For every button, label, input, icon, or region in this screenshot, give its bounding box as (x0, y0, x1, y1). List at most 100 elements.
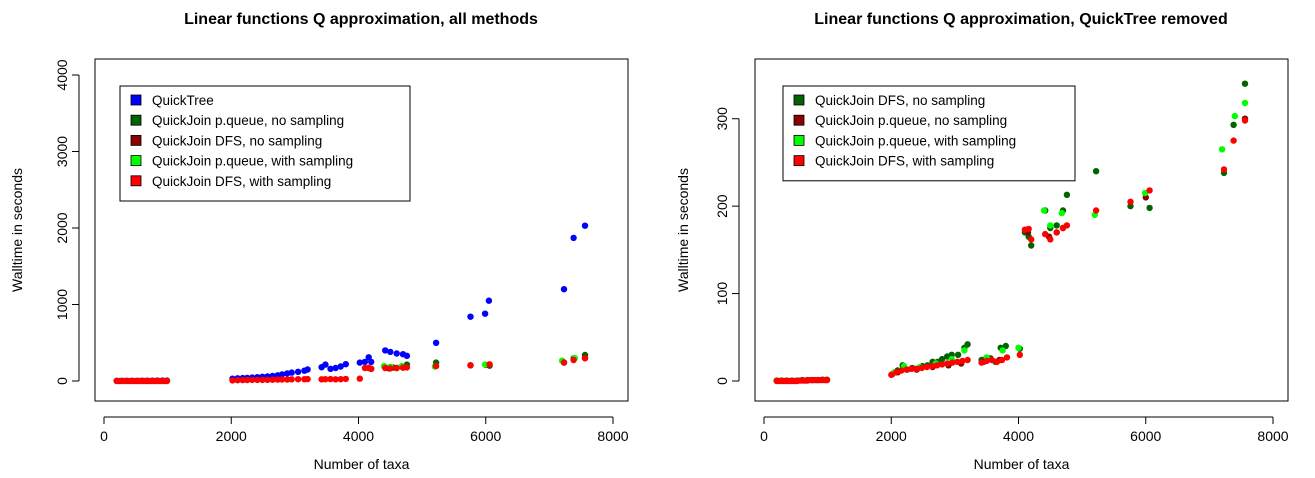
chart-title: Linear functions Q approximation, all me… (184, 11, 538, 28)
data-point-quickjoin-dfs-with-sampling (1092, 207, 1100, 214)
data-point-quickjoin-dfs-with-sampling (387, 365, 394, 372)
x-tick-label: 0 (100, 428, 108, 444)
data-point-quickjoin-dfs-with-sampling (913, 365, 920, 372)
data-point-quickjoin-p-queue-with-sampling (1015, 344, 1022, 351)
data-point-quickjoin-dfs-no-sampling (954, 351, 962, 358)
data-point-quicktree (337, 363, 344, 370)
data-point-quickjoin-dfs-with-sampling (393, 364, 400, 372)
data-point-quickjoin-dfs-with-sampling (294, 376, 302, 383)
data-point-quickjoin-dfs-no-sampling (1063, 191, 1071, 198)
data-point-quicktree (485, 297, 493, 304)
data-point-quickjoin-dfs-with-sampling (581, 355, 589, 362)
data-point-quickjoin-dfs-with-sampling (332, 376, 339, 383)
legend-swatch (793, 134, 805, 146)
data-point-quicktree (294, 368, 302, 375)
data-points (113, 222, 589, 385)
data-point-quickjoin-dfs-no-sampling (1092, 168, 1100, 175)
data-point-quicktree (481, 310, 489, 317)
data-point-quickjoin-dfs-with-sampling (954, 358, 961, 365)
data-point-quickjoin-dfs-with-sampling (254, 376, 261, 384)
data-point-quickjoin-dfs-with-sampling (1047, 236, 1054, 243)
y-axis-label: Walltime in seconds (675, 168, 691, 292)
data-point-quickjoin-dfs-no-sampling (1053, 222, 1060, 229)
x-tick-label: 4000 (1003, 428, 1034, 444)
x-tick-label: 4000 (343, 428, 374, 444)
y-tick-label: 300 (714, 107, 730, 131)
y-tick-label: 0 (714, 377, 730, 385)
data-point-quickjoin-dfs-no-sampling (964, 341, 971, 348)
y-tick-label: 100 (714, 282, 730, 306)
legend-swatch (130, 94, 142, 106)
y-tick-label: 3000 (54, 136, 70, 167)
legend-label: QuickJoin DFS, with sampling (152, 174, 331, 189)
chart-panel-quicktree-removed: Linear functions Q approximation, QuickT… (675, 11, 1289, 472)
y-tick-label: 2000 (54, 212, 70, 243)
x-tick-label: 2000 (876, 428, 907, 444)
data-point-quickjoin-dfs-with-sampling (959, 357, 966, 365)
data-point-quickjoin-dfs-with-sampling (944, 360, 951, 367)
legend-swatch (130, 155, 142, 167)
legend-label: QuickJoin p.queue, no sampling (815, 113, 1007, 128)
y-tick-label: 1000 (54, 289, 70, 320)
y-axis-label: Walltime in seconds (9, 168, 25, 292)
data-point-quickjoin-dfs-with-sampling (888, 371, 895, 379)
data-point-quicktree (467, 313, 474, 320)
data-point-quickjoin-dfs-with-sampling (278, 376, 286, 383)
data-point-quickjoin-dfs-with-sampling (1016, 351, 1023, 358)
x-axis-label: Number of taxa (974, 456, 1070, 472)
data-point-quickjoin-dfs-with-sampling (560, 359, 568, 366)
data-point-quickjoin-dfs-no-sampling (1028, 242, 1035, 249)
y-tick-label: 200 (714, 194, 730, 218)
chart-title: Linear functions Q approximation, QuickT… (814, 11, 1227, 28)
legend-swatch (130, 114, 142, 126)
data-point-quickjoin-dfs-with-sampling (923, 363, 931, 371)
data-point-quickjoin-dfs-with-sampling (570, 356, 577, 364)
legend-label: QuickJoin DFS, no sampling (815, 93, 985, 108)
data-point-quickjoin-dfs-with-sampling (1063, 222, 1071, 229)
data-point-quickjoin-p-queue-with-sampling (961, 347, 968, 354)
data-point-quicktree (356, 359, 363, 366)
data-point-quickjoin-dfs-with-sampling (244, 376, 251, 384)
data-point-quickjoin-dfs-with-sampling (898, 367, 905, 374)
y-tick-label: 0 (54, 377, 70, 385)
data-point-quickjoin-p-queue-with-sampling (1047, 222, 1054, 229)
data-point-quickjoin-dfs-with-sampling (918, 364, 925, 372)
data-point-quickjoin-p-queue-with-sampling (1241, 99, 1249, 107)
plot-frame (94, 58, 629, 402)
x-tick-label: 8000 (597, 428, 628, 444)
data-point-quickjoin-dfs-with-sampling (964, 356, 971, 364)
legend-label: QuickJoin DFS, with sampling (815, 154, 994, 169)
x-tick-label: 6000 (470, 428, 501, 444)
data-point-quickjoin-dfs-with-sampling (288, 376, 295, 383)
data-point-quickjoin-dfs-with-sampling (342, 375, 349, 383)
legend-swatch (793, 155, 805, 167)
data-point-quickjoin-dfs-with-sampling (938, 361, 946, 368)
data-point-quickjoin-dfs-with-sampling (356, 375, 363, 382)
data-points (773, 80, 1249, 385)
data-point-quickjoin-dfs-with-sampling (259, 376, 266, 384)
plot-frame (754, 58, 1289, 402)
x-tick-label: 0 (760, 428, 768, 444)
data-point-quickjoin-dfs-with-sampling (1146, 187, 1153, 194)
data-point-quickjoin-dfs-with-sampling (1025, 225, 1032, 233)
data-point-quickjoin-dfs-with-sampling (949, 359, 956, 366)
data-point-quickjoin-dfs-with-sampling (269, 376, 276, 383)
data-point-quicktree (327, 365, 334, 372)
data-point-quickjoin-dfs-with-sampling (486, 361, 493, 368)
data-point-quickjoin-dfs-with-sampling (928, 362, 936, 370)
data-point-quickjoin-dfs-with-sampling (382, 364, 389, 372)
data-point-quickjoin-dfs-with-sampling (229, 377, 236, 384)
legend-swatch (130, 134, 142, 146)
data-point-quickjoin-dfs-with-sampling (239, 376, 246, 384)
data-point-quicktree (342, 361, 349, 368)
legend-label: QuickTree (152, 93, 214, 108)
data-point-quickjoin-p-queue-with-sampling (1058, 209, 1066, 217)
data-point-quickjoin-dfs-with-sampling (908, 365, 915, 372)
data-point-quickjoin-dfs-no-sampling (938, 355, 946, 363)
data-point-quickjoin-dfs-with-sampling (1042, 230, 1049, 238)
data-point-quickjoin-dfs-with-sampling (988, 356, 995, 364)
data-point-quickjoin-dfs-with-sampling (933, 362, 941, 369)
data-point-quickjoin-p-queue-with-sampling (999, 347, 1006, 354)
data-point-quickjoin-dfs-with-sampling (327, 375, 334, 383)
